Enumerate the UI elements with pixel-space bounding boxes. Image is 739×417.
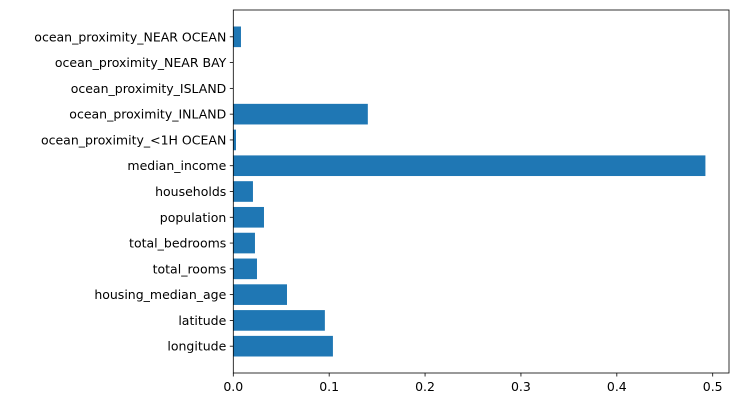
- y-tick-label-7: median_income: [127, 158, 226, 173]
- y-tick-label-0: longitude: [167, 339, 226, 354]
- bar-9: [233, 103, 368, 125]
- y-tick-label-11: ocean_proximity_NEAR BAY: [55, 55, 227, 70]
- x-tick-label-5: 0.5: [703, 379, 723, 394]
- y-tick-label-12: ocean_proximity_NEAR OCEAN: [34, 29, 226, 44]
- plot-frame: [232, 9, 730, 374]
- x-tick-label-2: 0.2: [415, 379, 435, 394]
- y-tick-label-6: households: [155, 184, 226, 199]
- y-tick-label-2: housing_median_age: [94, 287, 226, 302]
- y-tick-label-10: ocean_proximity_ISLAND: [71, 81, 227, 96]
- bar-4: [233, 232, 255, 254]
- bar-1: [233, 310, 325, 331]
- bar-3: [233, 258, 257, 280]
- y-tick-label-1: latitude: [178, 313, 226, 328]
- x-tick-label-1: 0.1: [319, 379, 339, 394]
- y-tick-label-8: ocean_proximity_<1H OCEAN: [41, 132, 226, 147]
- x-tick-label-0: 0.0: [223, 379, 243, 394]
- bar-0: [233, 335, 333, 357]
- y-tick-label-4: total_bedrooms: [129, 236, 226, 251]
- y-tick-label-5: population: [160, 210, 227, 225]
- bar-2: [233, 284, 287, 305]
- bar-7: [233, 155, 706, 177]
- x-tick-label-4: 0.4: [607, 379, 627, 394]
- bar-5: [233, 206, 264, 228]
- bar-8: [233, 129, 236, 151]
- y-tick-label-3: total_rooms: [153, 261, 227, 276]
- y-tick-label-9: ocean_proximity_INLAND: [69, 107, 226, 122]
- bar-12: [233, 26, 241, 48]
- x-tick-label-3: 0.3: [511, 379, 531, 394]
- bar-6: [233, 181, 253, 202]
